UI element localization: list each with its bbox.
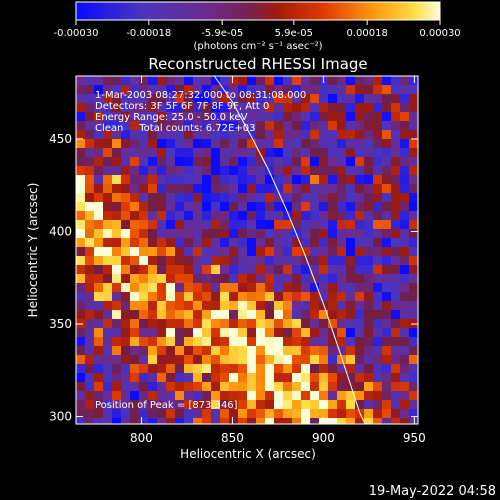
- axis-ticks: 800 850 900 950 300 350 400 450: [49, 76, 426, 445]
- colorbar-unit-label: (photons cm⁻² s⁻¹ asec⁻²): [193, 41, 322, 52]
- annotation-peak-position: Position of Peak = [873,346]: [95, 400, 238, 411]
- annotation-detectors: Detectors: 3F 5F 6F 7F 8F 9F, Att 0: [95, 101, 269, 112]
- colorbar-tick-label: 0.00018: [347, 28, 388, 39]
- y-tick-label: 300: [49, 410, 72, 424]
- solar-limb-curve: [213, 75, 366, 425]
- colorbar: [75, 1, 441, 21]
- x-axis-label: Heliocentric X (arcsec): [180, 447, 316, 461]
- x-tick-label: 900: [312, 431, 335, 445]
- colorbar-tick-label: 5.9e-05: [275, 28, 313, 39]
- y-tick-label: 350: [49, 317, 72, 331]
- annotation-clean-counts: Clean Total counts: 6.72E+03: [95, 123, 255, 134]
- annotation-time-range: 1-Mar-2003 08:27:32.000 to 08:31:08.000: [95, 90, 306, 101]
- y-tick-label: 450: [49, 132, 72, 146]
- colorbar-tick-label: -0.00018: [126, 28, 171, 39]
- y-axis-label: Heliocentric Y (arcsec): [26, 183, 40, 318]
- heatmap-cells: [76, 76, 418, 424]
- x-tick-label: 950: [403, 431, 426, 445]
- x-tick-label: 800: [130, 431, 153, 445]
- annotation-energy-range: Energy Range: 25.0 - 50.0 keV: [95, 112, 248, 123]
- footer-timestamp: 19-May-2022 04:58: [369, 484, 496, 499]
- colorbar-tick-label: 0.00030: [419, 28, 460, 39]
- plot-frame: [75, 75, 419, 425]
- chart-title: Reconstructed RHESSI Image: [148, 55, 367, 73]
- colorbar-tick-label: -0.00030: [54, 28, 99, 39]
- colorbar-ticks: -0.00030 -0.00018 -5.9e-05 5.9e-05 0.00018 0.…: [54, 20, 461, 39]
- y-tick-label: 400: [49, 224, 72, 238]
- x-tick-label: 850: [221, 431, 244, 445]
- colorbar-tick-label: -5.9e-05: [201, 28, 243, 39]
